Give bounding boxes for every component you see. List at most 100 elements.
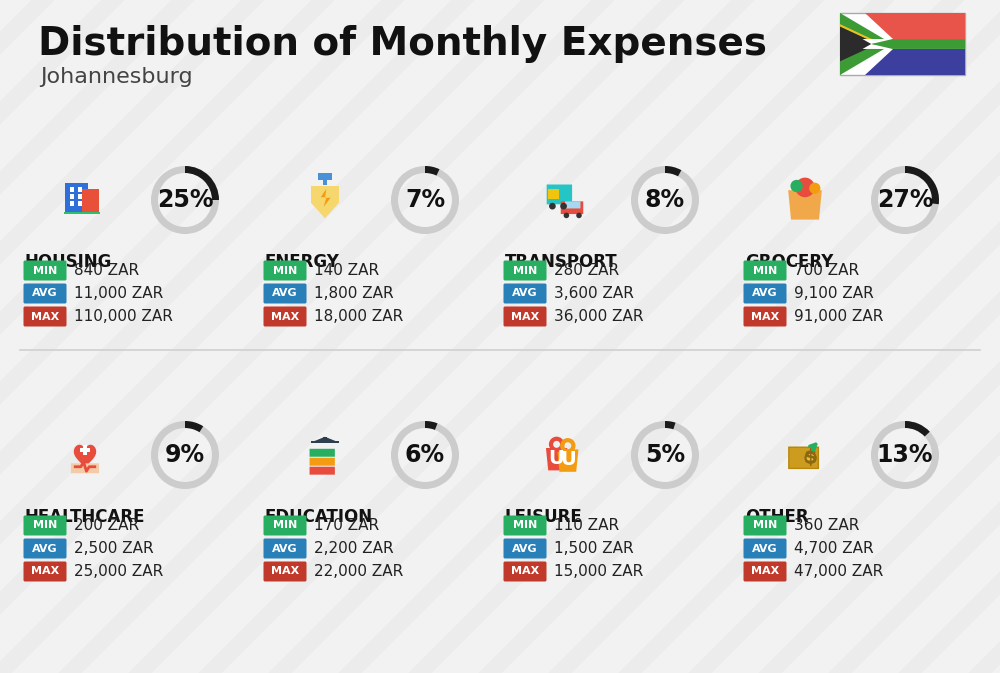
Text: 140 ZAR: 140 ZAR — [314, 263, 379, 278]
Text: MIN: MIN — [33, 520, 57, 530]
Text: TRANSPORT: TRANSPORT — [505, 253, 618, 271]
Wedge shape — [665, 166, 681, 176]
Circle shape — [560, 203, 567, 209]
Text: MIN: MIN — [513, 266, 537, 275]
FancyBboxPatch shape — [24, 306, 66, 326]
FancyBboxPatch shape — [264, 283, 306, 304]
Text: 27%: 27% — [877, 188, 933, 212]
Text: 15,000 ZAR: 15,000 ZAR — [554, 564, 643, 579]
Text: AVG: AVG — [752, 289, 778, 299]
FancyBboxPatch shape — [744, 306, 786, 326]
Text: 170 ZAR: 170 ZAR — [314, 518, 379, 533]
Polygon shape — [871, 39, 965, 49]
Text: 840 ZAR: 840 ZAR — [74, 263, 139, 278]
FancyBboxPatch shape — [561, 201, 583, 214]
Text: U: U — [549, 449, 564, 468]
Text: 11,000 ZAR: 11,000 ZAR — [74, 286, 163, 301]
Bar — [78, 194, 82, 199]
Text: AVG: AVG — [272, 544, 298, 553]
Bar — [78, 187, 82, 192]
Text: OTHER: OTHER — [745, 508, 809, 526]
Text: 1,500 ZAR: 1,500 ZAR — [554, 541, 634, 556]
Text: MIN: MIN — [753, 520, 777, 530]
FancyBboxPatch shape — [24, 516, 66, 536]
Bar — [840, 13, 965, 75]
Bar — [64, 212, 100, 214]
FancyBboxPatch shape — [744, 561, 786, 581]
Text: EDUCATION: EDUCATION — [265, 508, 373, 526]
Text: 13%: 13% — [877, 443, 933, 467]
FancyBboxPatch shape — [744, 260, 786, 281]
Polygon shape — [840, 13, 893, 75]
Text: 7%: 7% — [405, 188, 445, 212]
FancyBboxPatch shape — [744, 516, 786, 536]
FancyBboxPatch shape — [24, 283, 66, 304]
Bar — [323, 437, 327, 442]
Polygon shape — [311, 186, 339, 218]
Polygon shape — [321, 189, 331, 207]
Bar — [70, 187, 74, 192]
Text: 18,000 ZAR: 18,000 ZAR — [314, 309, 403, 324]
FancyBboxPatch shape — [264, 306, 306, 326]
Bar — [548, 189, 559, 199]
Text: MAX: MAX — [511, 567, 539, 577]
Polygon shape — [840, 27, 878, 61]
Polygon shape — [865, 49, 965, 75]
FancyBboxPatch shape — [71, 463, 99, 473]
FancyBboxPatch shape — [744, 283, 786, 304]
Polygon shape — [788, 190, 822, 219]
Circle shape — [790, 180, 803, 192]
Bar — [70, 201, 74, 205]
FancyBboxPatch shape — [264, 516, 306, 536]
Polygon shape — [311, 437, 339, 442]
FancyBboxPatch shape — [788, 446, 819, 469]
FancyBboxPatch shape — [504, 306, 546, 326]
Text: 4,700 ZAR: 4,700 ZAR — [794, 541, 874, 556]
Text: 200 ZAR: 200 ZAR — [74, 518, 139, 533]
FancyBboxPatch shape — [264, 538, 306, 559]
FancyBboxPatch shape — [547, 184, 572, 205]
Circle shape — [795, 178, 815, 197]
Text: ENERGY: ENERGY — [265, 253, 340, 271]
Text: 47,000 ZAR: 47,000 ZAR — [794, 564, 883, 579]
Circle shape — [564, 213, 569, 218]
Circle shape — [576, 213, 582, 218]
Text: HOUSING: HOUSING — [25, 253, 112, 271]
Text: 9%: 9% — [165, 443, 205, 467]
Wedge shape — [185, 166, 219, 200]
Text: AVG: AVG — [32, 289, 58, 299]
Text: AVG: AVG — [272, 289, 298, 299]
Text: MAX: MAX — [751, 567, 779, 577]
Text: 2,500 ZAR: 2,500 ZAR — [74, 541, 154, 556]
Text: AVG: AVG — [512, 544, 538, 553]
Text: MIN: MIN — [273, 520, 297, 530]
Text: U: U — [560, 450, 576, 469]
Wedge shape — [425, 421, 438, 430]
Text: MAX: MAX — [31, 567, 59, 577]
Wedge shape — [391, 166, 459, 234]
Text: Distribution of Monthly Expenses: Distribution of Monthly Expenses — [38, 25, 767, 63]
Bar — [318, 173, 332, 180]
Text: LEISURE: LEISURE — [505, 508, 583, 526]
Text: 25,000 ZAR: 25,000 ZAR — [74, 564, 163, 579]
Wedge shape — [665, 421, 676, 429]
Text: AVG: AVG — [32, 544, 58, 553]
FancyBboxPatch shape — [504, 538, 546, 559]
Bar — [78, 201, 82, 205]
Wedge shape — [391, 421, 459, 489]
Text: GROCERY: GROCERY — [745, 253, 833, 271]
FancyBboxPatch shape — [744, 538, 786, 559]
Text: $: $ — [804, 448, 817, 467]
Wedge shape — [631, 421, 699, 489]
Text: 1,800 ZAR: 1,800 ZAR — [314, 286, 394, 301]
Text: 110,000 ZAR: 110,000 ZAR — [74, 309, 173, 324]
Text: 5%: 5% — [645, 443, 685, 467]
FancyBboxPatch shape — [504, 561, 546, 581]
Text: 36,000 ZAR: 36,000 ZAR — [554, 309, 644, 324]
FancyBboxPatch shape — [264, 561, 306, 581]
Bar — [311, 441, 339, 444]
Bar — [80, 448, 90, 452]
FancyBboxPatch shape — [790, 448, 818, 468]
Text: Johannesburg: Johannesburg — [40, 67, 193, 87]
FancyBboxPatch shape — [310, 466, 335, 474]
